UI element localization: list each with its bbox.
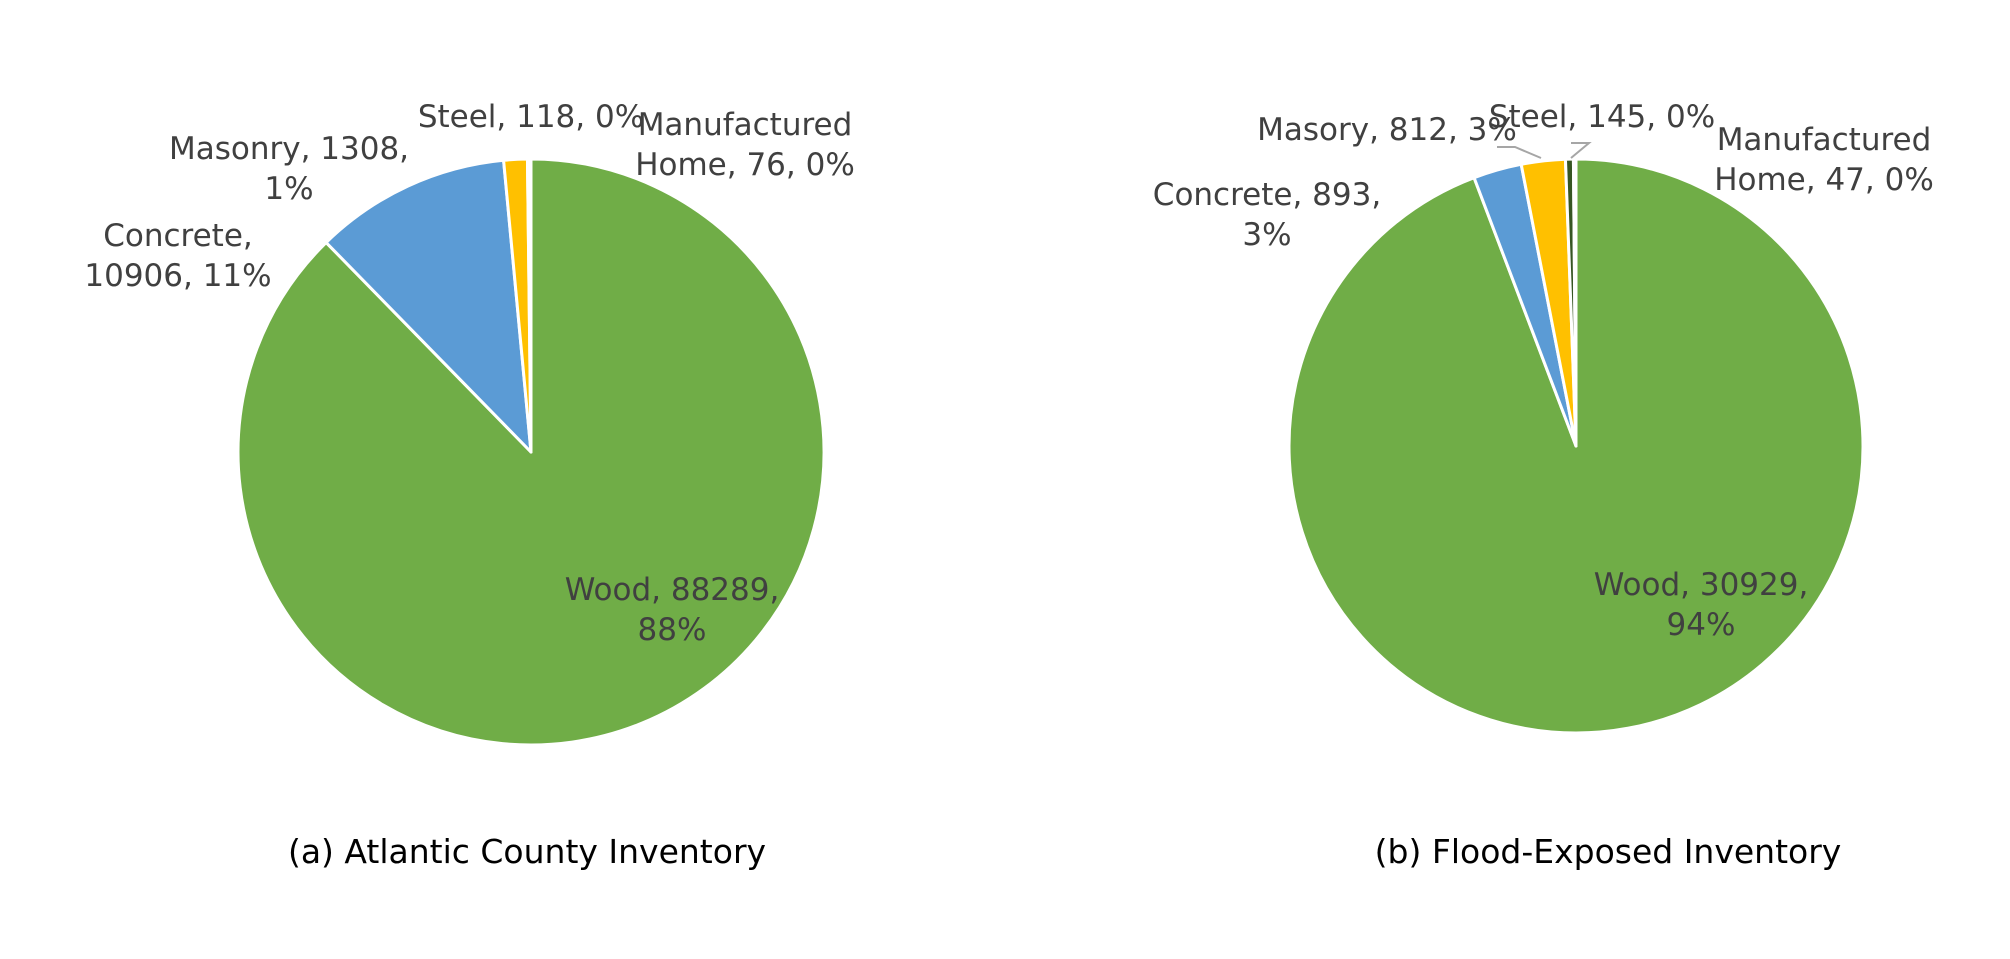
data-label-manufactured-home: Manufactured Home, 47, 0% [1714,122,1934,198]
pie-chart-b: Wood, 30929, 94% Concrete, 893, 3% Masory, 8… [1153,99,1934,735]
data-label-steel: Steel, 145, 0% [1489,99,1715,135]
pie-chart-a: Wood, 88289, 88% Concrete, 10906, 11% Masonr… [84,99,855,747]
data-label-concrete: Concrete, 893, 3% [1153,177,1381,253]
caption-a: (a) Atlantic County Inventory [288,832,766,871]
data-label-manufactured-home: Manufactured Home, 76, 0% [635,107,855,183]
leader-line-masory [1497,146,1542,159]
pie-slice-manufactured-home [1571,157,1578,448]
data-label-masory: Masory, 812, 3% [1257,112,1517,148]
data-label-wood: Wood, 30929, 94% [1594,567,1809,643]
data-label-wood: Wood, 88289, 88% [565,572,780,648]
data-label-concrete: Concrete, 10906, 11% [84,218,271,294]
leader-line-steel [1570,142,1592,159]
caption-b: (b) Flood-Exposed Inventory [1375,832,1842,871]
pie-slice-concrete [324,158,533,454]
data-label-masonry: Masonry, 1308, 1% [169,131,409,207]
pie-slice-manufactured-home [528,157,533,454]
data-label-steel: Steel, 118, 0% [418,99,644,135]
